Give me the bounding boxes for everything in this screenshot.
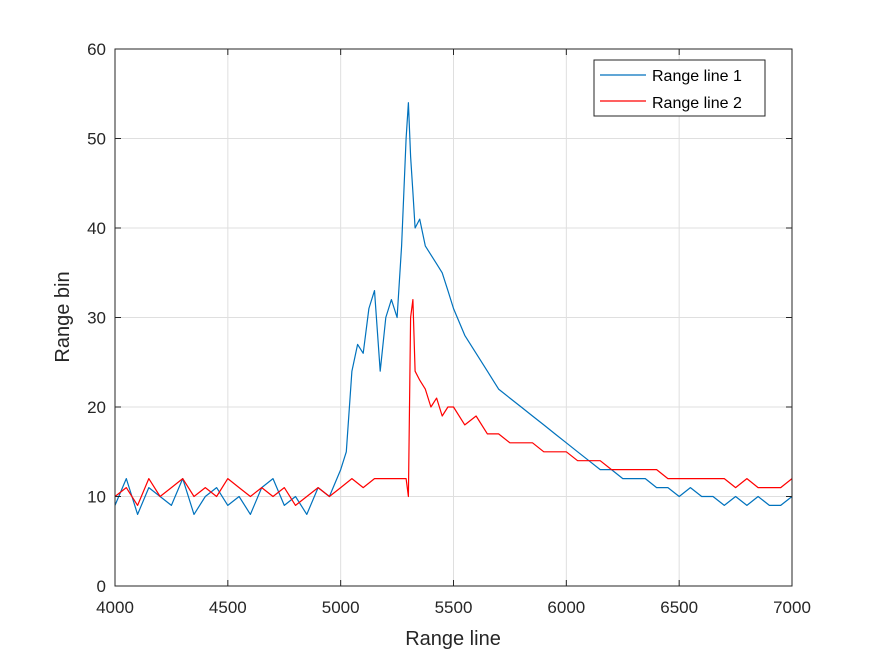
x-tick-label: 7000 <box>773 598 811 617</box>
series-line-1 <box>114 102 793 516</box>
x-tick-label: 5000 <box>322 598 360 617</box>
y-tick-label: 60 <box>87 40 106 59</box>
legend-label-range-line-2: Range line 2 <box>652 95 742 112</box>
y-tick-label: 0 <box>97 577 106 596</box>
legend-box <box>593 59 766 117</box>
y-tick-label: 10 <box>87 488 106 507</box>
series-layer <box>114 102 793 516</box>
series-line-2 <box>114 299 793 506</box>
ticks <box>114 48 793 587</box>
legend-label-range-line-1: Range line 1 <box>652 68 742 85</box>
x-tick-label: 5500 <box>435 598 473 617</box>
x-tick-label: 4000 <box>96 598 134 617</box>
legend: Range line 1 Range line 2 <box>593 59 766 117</box>
y-tick-label: 20 <box>87 398 106 417</box>
y-tick-label: 30 <box>87 309 106 328</box>
y-tick-label: 50 <box>87 130 106 149</box>
x-tick-label: 6500 <box>660 598 698 617</box>
x-axis-label: Range line <box>405 628 501 650</box>
x-tick-labels: 4000 4500 5000 5500 6000 6500 7000 <box>96 598 811 617</box>
y-tick-labels: 0 10 20 30 40 50 60 <box>87 40 106 596</box>
y-axis-label: Range bin <box>52 271 74 362</box>
y-tick-label: 40 <box>87 219 106 238</box>
x-tick-label: 4500 <box>209 598 247 617</box>
x-tick-label: 6000 <box>547 598 585 617</box>
